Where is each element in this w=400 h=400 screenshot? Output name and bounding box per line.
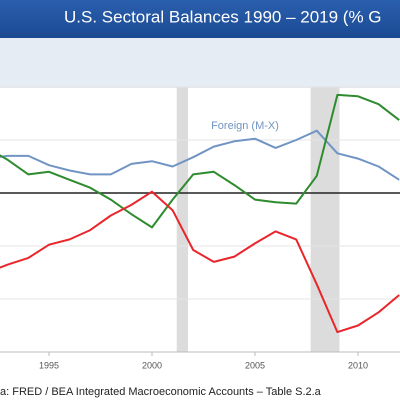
recession-band: [176, 87, 189, 352]
series-line: [0, 129, 400, 181]
x-tick-label: 2005: [245, 360, 265, 370]
chart-title: U.S. Sectoral Balances 1990 – 2019 (% G: [64, 7, 382, 26]
series-label: Foreign (M-X): [211, 120, 279, 132]
header-bar: [0, 0, 400, 38]
x-tick-label: 1995: [39, 360, 59, 370]
header-band: [0, 38, 400, 88]
recession-band: [310, 87, 340, 352]
plot-area: [0, 88, 400, 352]
series-line: [0, 93, 400, 229]
x-tick-label: 2000: [142, 360, 162, 370]
series-line: [0, 190, 400, 334]
x-tick-label: 2010: [348, 360, 368, 370]
source-note: a: FRED / BEA Integrated Macroeconomic A…: [0, 386, 322, 398]
